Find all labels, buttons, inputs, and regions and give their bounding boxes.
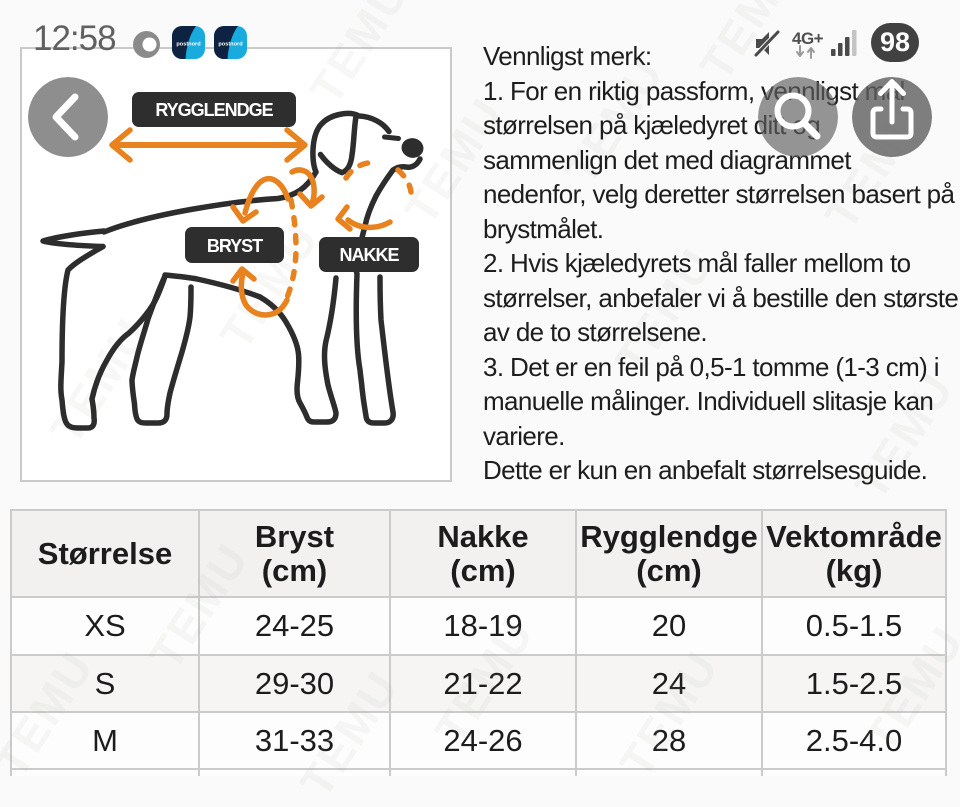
svg-text:postnord: postnord xyxy=(218,42,243,48)
svg-text:postnord: postnord xyxy=(176,42,201,48)
svg-text:NAKKE: NAKKE xyxy=(339,245,399,265)
svg-text:RYGGLENDGE: RYGGLENDGE xyxy=(155,100,273,120)
svg-text:BRYST: BRYST xyxy=(207,236,263,256)
